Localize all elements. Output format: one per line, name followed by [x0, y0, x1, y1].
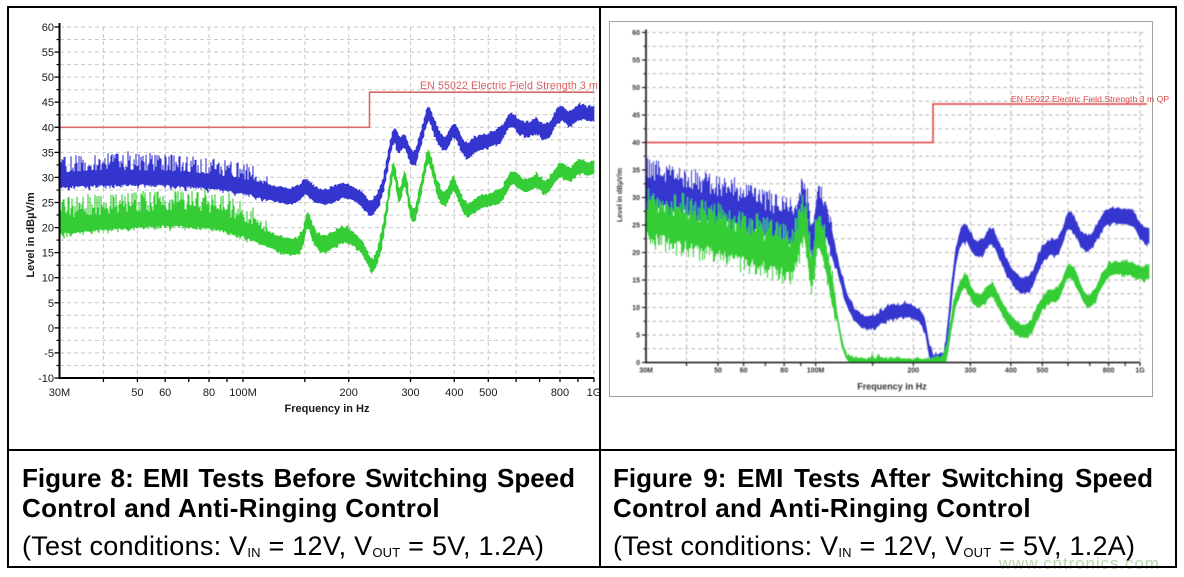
svg-text:Frequency in Hz: Frequency in Hz	[857, 382, 927, 392]
svg-text:30M: 30M	[639, 368, 653, 375]
svg-text:100M: 100M	[807, 368, 825, 375]
svg-text:300: 300	[401, 387, 419, 399]
svg-text:30: 30	[42, 172, 54, 184]
svg-text:100M: 100M	[229, 387, 257, 399]
svg-text:1G: 1G	[587, 387, 599, 399]
svg-text:45: 45	[42, 97, 54, 109]
svg-text:Level in dBµV/m: Level in dBµV/m	[617, 168, 624, 222]
svg-text:30M: 30M	[49, 387, 70, 399]
svg-text:50: 50	[42, 72, 54, 84]
svg-text:45: 45	[632, 113, 640, 120]
svg-text:50: 50	[131, 387, 143, 399]
svg-text:200: 200	[340, 387, 358, 399]
svg-text:30: 30	[632, 195, 640, 202]
svg-text:15: 15	[42, 248, 54, 260]
svg-text:Level in dBµV/m: Level in dBµV/m	[25, 192, 37, 277]
svg-text:10: 10	[632, 305, 640, 312]
svg-text:0: 0	[48, 323, 54, 335]
svg-text:80: 80	[203, 387, 215, 399]
svg-text:15: 15	[632, 278, 640, 285]
svg-text:40: 40	[42, 122, 54, 134]
svg-text:60: 60	[632, 30, 640, 37]
svg-text:55: 55	[42, 47, 54, 59]
svg-text:0: 0	[636, 360, 640, 367]
svg-text:5: 5	[636, 333, 640, 340]
svg-text:800: 800	[1103, 368, 1115, 375]
svg-text:5: 5	[48, 298, 54, 310]
svg-text:35: 35	[42, 147, 54, 159]
svg-text:60: 60	[159, 387, 171, 399]
svg-text:50: 50	[632, 85, 640, 92]
svg-text:400: 400	[1005, 368, 1017, 375]
svg-text:300: 300	[965, 368, 977, 375]
svg-text:55: 55	[632, 58, 640, 65]
svg-text:EN 55022 Electric Field Streng: EN 55022 Electric Field Strength 3 m QP	[420, 80, 599, 92]
svg-text:40: 40	[632, 140, 640, 147]
svg-text:20: 20	[42, 223, 54, 235]
svg-text:25: 25	[42, 198, 54, 210]
svg-text:800: 800	[551, 387, 569, 399]
svg-text:60: 60	[740, 368, 748, 375]
svg-text:-10: -10	[38, 373, 54, 385]
svg-text:-5: -5	[44, 348, 54, 360]
svg-text:35: 35	[632, 168, 640, 175]
svg-text:10: 10	[42, 273, 54, 285]
svg-text:80: 80	[780, 368, 788, 375]
svg-text:400: 400	[445, 387, 463, 399]
svg-text:500: 500	[479, 387, 497, 399]
svg-text:50: 50	[714, 368, 722, 375]
svg-text:200: 200	[907, 368, 919, 375]
svg-text:25: 25	[632, 223, 640, 230]
svg-text:60: 60	[42, 22, 54, 34]
svg-text:20: 20	[632, 250, 640, 257]
svg-text:1G: 1G	[1135, 368, 1145, 375]
svg-text:Frequency in Hz: Frequency in Hz	[285, 403, 370, 415]
svg-text:500: 500	[1037, 368, 1049, 375]
